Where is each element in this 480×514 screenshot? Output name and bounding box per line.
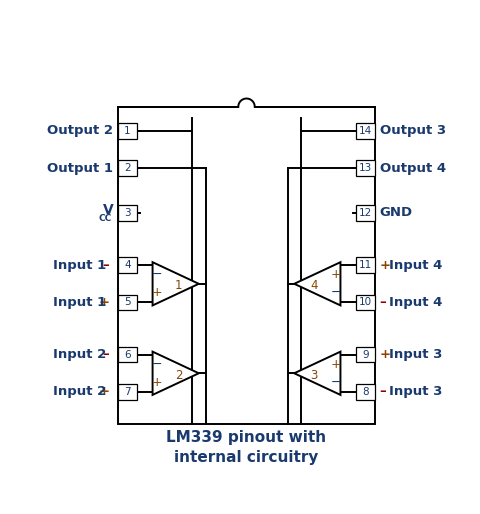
Text: Output 4: Output 4 bbox=[379, 162, 445, 175]
Text: Output 2: Output 2 bbox=[48, 124, 113, 137]
Text: 3: 3 bbox=[310, 369, 317, 381]
Bar bbox=[355, 295, 374, 310]
Bar bbox=[355, 258, 374, 273]
Bar bbox=[118, 384, 137, 400]
Polygon shape bbox=[294, 262, 340, 305]
Text: 13: 13 bbox=[358, 163, 371, 173]
Text: CC: CC bbox=[98, 214, 111, 223]
Bar bbox=[355, 347, 374, 362]
Text: 8: 8 bbox=[361, 387, 368, 397]
Bar bbox=[118, 160, 137, 176]
Bar bbox=[355, 384, 374, 400]
Bar bbox=[118, 295, 137, 310]
Bar bbox=[355, 160, 374, 176]
Polygon shape bbox=[152, 262, 198, 305]
Text: GND: GND bbox=[379, 207, 412, 219]
Text: +: + bbox=[98, 386, 114, 398]
Text: +: + bbox=[98, 296, 114, 309]
Text: +: + bbox=[152, 286, 162, 299]
Bar bbox=[355, 205, 374, 221]
Text: V: V bbox=[102, 203, 113, 216]
Text: Input 4: Input 4 bbox=[388, 259, 442, 272]
Text: −: − bbox=[330, 376, 340, 389]
Text: −: − bbox=[152, 268, 162, 281]
Text: −: − bbox=[152, 358, 162, 371]
Text: 14: 14 bbox=[358, 126, 371, 136]
Polygon shape bbox=[294, 352, 340, 395]
Text: 6: 6 bbox=[124, 350, 131, 360]
Bar bbox=[118, 347, 137, 362]
Text: Input 3: Input 3 bbox=[388, 386, 442, 398]
Text: 2: 2 bbox=[175, 369, 182, 381]
Text: 9: 9 bbox=[361, 350, 368, 360]
Text: –: – bbox=[103, 259, 114, 272]
Text: Input 1: Input 1 bbox=[53, 259, 106, 272]
Text: 1: 1 bbox=[175, 279, 182, 292]
Bar bbox=[118, 258, 137, 273]
Text: 5: 5 bbox=[124, 298, 131, 307]
Text: 3: 3 bbox=[124, 208, 131, 218]
Bar bbox=[118, 205, 137, 221]
Text: Input 4: Input 4 bbox=[388, 296, 442, 309]
Polygon shape bbox=[152, 352, 198, 395]
Text: Input 1: Input 1 bbox=[53, 296, 106, 309]
Text: +: + bbox=[379, 259, 395, 272]
Bar bbox=[355, 123, 374, 139]
Text: +: + bbox=[379, 348, 395, 361]
Text: –: – bbox=[103, 348, 114, 361]
Text: LM339 pinout with
internal circuitry: LM339 pinout with internal circuitry bbox=[166, 430, 326, 465]
Text: Input 2: Input 2 bbox=[53, 348, 106, 361]
Text: Output 3: Output 3 bbox=[379, 124, 445, 137]
Text: +: + bbox=[330, 358, 340, 371]
Text: Input 3: Input 3 bbox=[388, 348, 442, 361]
Text: +: + bbox=[330, 268, 340, 281]
Text: 1: 1 bbox=[124, 126, 131, 136]
Bar bbox=[118, 107, 374, 424]
Text: Input 2: Input 2 bbox=[53, 386, 106, 398]
Text: 7: 7 bbox=[124, 387, 131, 397]
Bar bbox=[118, 123, 137, 139]
Text: 4: 4 bbox=[124, 260, 131, 270]
Text: 12: 12 bbox=[358, 208, 371, 218]
Text: –: – bbox=[379, 296, 390, 309]
Text: –: – bbox=[379, 386, 390, 398]
Text: 11: 11 bbox=[358, 260, 371, 270]
Text: −: − bbox=[330, 286, 340, 299]
Text: +: + bbox=[152, 376, 162, 389]
Text: Output 1: Output 1 bbox=[48, 162, 113, 175]
Text: 2: 2 bbox=[124, 163, 131, 173]
Text: 4: 4 bbox=[310, 279, 317, 292]
Text: 10: 10 bbox=[358, 298, 371, 307]
